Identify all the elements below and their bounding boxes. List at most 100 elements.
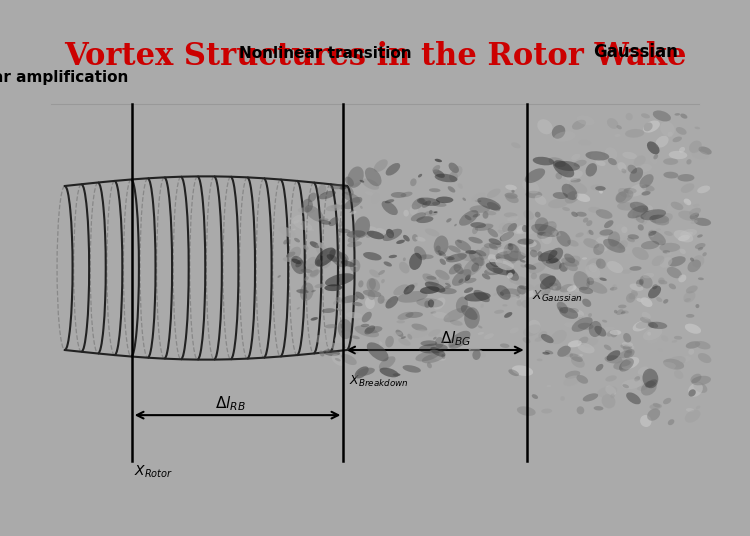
Ellipse shape	[435, 159, 442, 162]
Ellipse shape	[489, 258, 499, 267]
Ellipse shape	[677, 174, 694, 182]
Ellipse shape	[602, 326, 616, 333]
Ellipse shape	[662, 336, 668, 341]
Ellipse shape	[424, 301, 430, 308]
Ellipse shape	[470, 222, 486, 228]
Ellipse shape	[289, 247, 302, 260]
Ellipse shape	[338, 221, 344, 227]
Ellipse shape	[524, 264, 536, 270]
Ellipse shape	[546, 258, 559, 264]
Ellipse shape	[586, 163, 597, 176]
Ellipse shape	[294, 238, 300, 242]
Ellipse shape	[545, 350, 554, 354]
Ellipse shape	[343, 300, 345, 302]
Ellipse shape	[555, 286, 566, 292]
Ellipse shape	[689, 214, 698, 221]
Ellipse shape	[607, 118, 618, 129]
Ellipse shape	[495, 251, 526, 262]
Ellipse shape	[410, 253, 422, 270]
Ellipse shape	[422, 353, 444, 363]
Ellipse shape	[650, 214, 669, 224]
Ellipse shape	[626, 113, 633, 121]
Text: $\Delta l_{BG}$: $\Delta l_{BG}$	[440, 329, 472, 347]
Ellipse shape	[391, 192, 406, 198]
Ellipse shape	[494, 310, 504, 314]
Ellipse shape	[656, 213, 673, 225]
Ellipse shape	[311, 290, 316, 292]
Ellipse shape	[520, 240, 537, 248]
Ellipse shape	[436, 197, 453, 203]
Ellipse shape	[636, 201, 644, 207]
Ellipse shape	[499, 223, 506, 229]
Ellipse shape	[443, 308, 466, 322]
Ellipse shape	[648, 322, 668, 329]
Ellipse shape	[318, 242, 326, 249]
Ellipse shape	[574, 286, 580, 292]
Ellipse shape	[292, 215, 302, 224]
Ellipse shape	[688, 349, 694, 355]
Ellipse shape	[552, 230, 561, 236]
Ellipse shape	[586, 277, 594, 285]
Ellipse shape	[320, 351, 325, 356]
Ellipse shape	[527, 320, 541, 334]
Ellipse shape	[512, 296, 521, 300]
Ellipse shape	[640, 415, 652, 427]
Ellipse shape	[674, 113, 680, 116]
Ellipse shape	[621, 357, 639, 369]
Ellipse shape	[564, 254, 575, 263]
Ellipse shape	[589, 263, 598, 272]
Ellipse shape	[450, 344, 455, 347]
Ellipse shape	[482, 273, 490, 280]
Ellipse shape	[642, 220, 647, 225]
Ellipse shape	[636, 215, 644, 223]
Ellipse shape	[387, 233, 394, 238]
Ellipse shape	[470, 348, 486, 358]
Ellipse shape	[345, 176, 354, 187]
Ellipse shape	[335, 297, 347, 304]
Ellipse shape	[586, 264, 600, 278]
Ellipse shape	[418, 174, 422, 177]
Ellipse shape	[435, 245, 441, 252]
Ellipse shape	[478, 325, 482, 329]
Ellipse shape	[382, 229, 402, 241]
Ellipse shape	[414, 246, 427, 260]
Ellipse shape	[548, 266, 554, 269]
Ellipse shape	[596, 258, 606, 269]
Ellipse shape	[433, 235, 448, 256]
Ellipse shape	[508, 223, 517, 232]
Ellipse shape	[623, 333, 632, 343]
Ellipse shape	[400, 192, 412, 197]
Ellipse shape	[572, 212, 578, 217]
Ellipse shape	[562, 184, 578, 200]
Ellipse shape	[420, 286, 440, 294]
Ellipse shape	[611, 239, 625, 248]
Ellipse shape	[365, 167, 382, 186]
Ellipse shape	[496, 285, 511, 300]
Ellipse shape	[525, 168, 545, 183]
Ellipse shape	[350, 211, 353, 213]
Ellipse shape	[680, 249, 686, 254]
Ellipse shape	[403, 365, 421, 373]
Ellipse shape	[578, 343, 595, 353]
Ellipse shape	[445, 283, 450, 286]
Ellipse shape	[502, 223, 513, 232]
Ellipse shape	[348, 234, 361, 243]
Ellipse shape	[526, 291, 536, 297]
Ellipse shape	[605, 375, 616, 382]
Ellipse shape	[604, 147, 617, 160]
Ellipse shape	[435, 337, 444, 348]
Ellipse shape	[658, 348, 663, 351]
Ellipse shape	[643, 121, 660, 132]
Ellipse shape	[629, 266, 641, 271]
Ellipse shape	[380, 299, 392, 303]
Ellipse shape	[553, 285, 557, 289]
Ellipse shape	[621, 227, 628, 233]
Ellipse shape	[648, 322, 654, 328]
Ellipse shape	[643, 207, 650, 212]
Ellipse shape	[586, 151, 609, 160]
Ellipse shape	[422, 273, 439, 286]
Ellipse shape	[679, 147, 685, 153]
Ellipse shape	[599, 229, 613, 236]
Ellipse shape	[552, 125, 566, 139]
Ellipse shape	[497, 229, 506, 234]
